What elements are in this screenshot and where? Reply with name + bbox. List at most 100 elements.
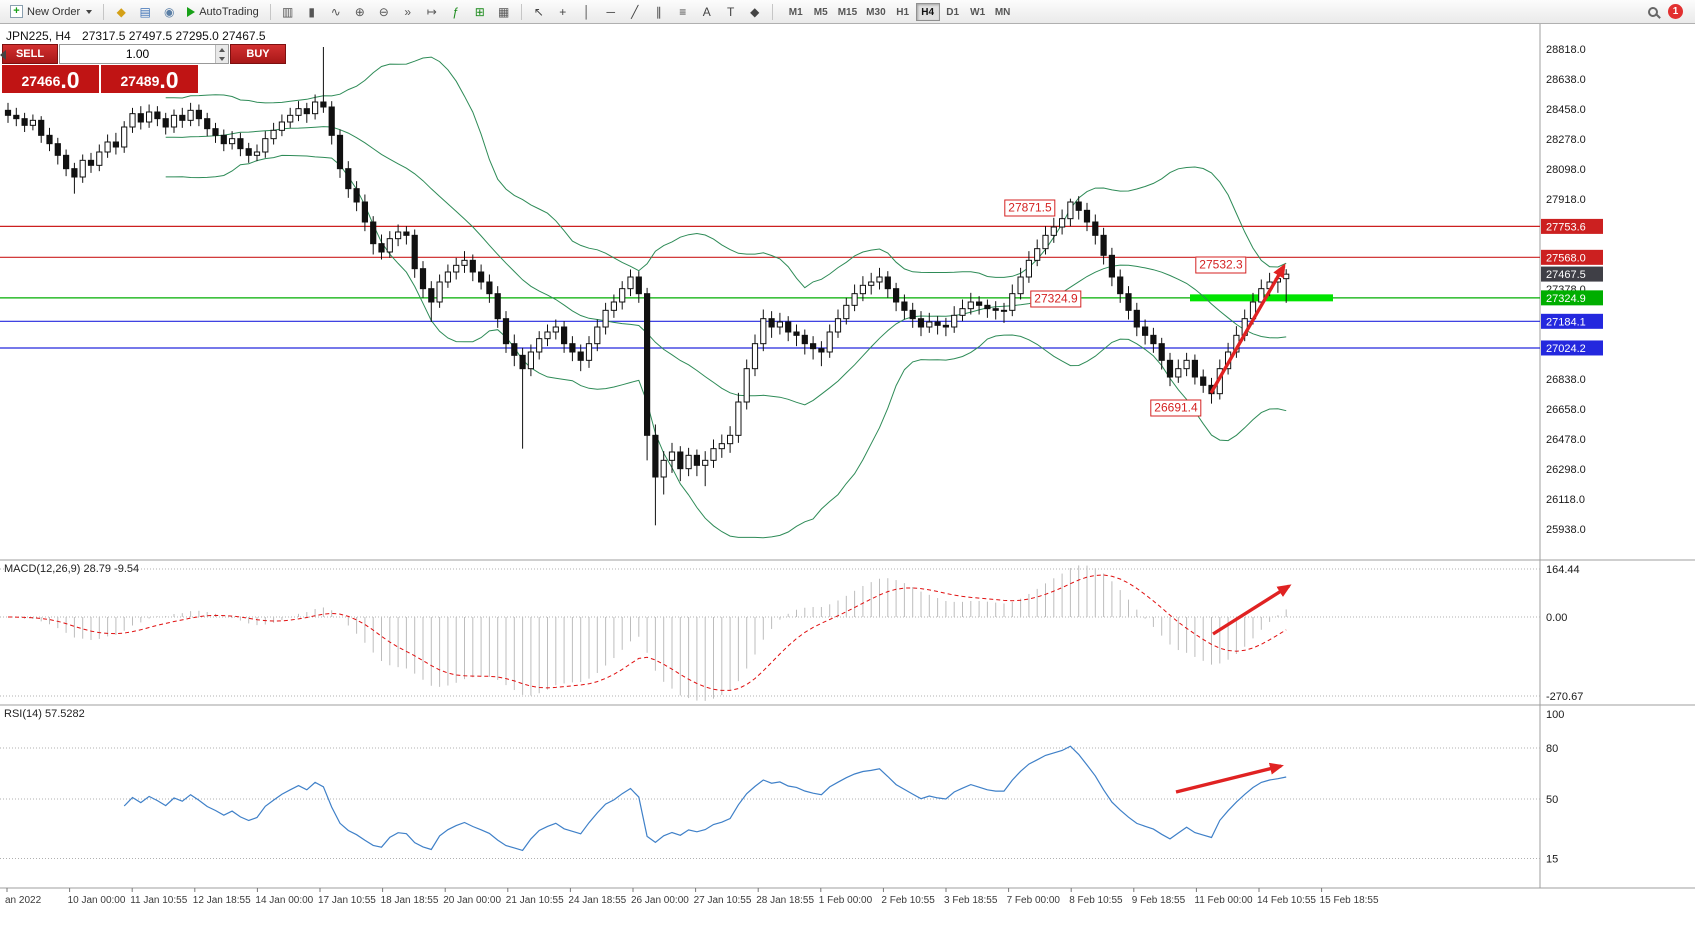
macd-label: MACD(12,26,9) 28.79 -9.54 [4, 563, 140, 575]
chart-shift-icon[interactable]: ↦ [426, 4, 437, 19]
horizontal-level-lines[interactable] [0, 225, 1540, 349]
search-icon[interactable] [1648, 6, 1658, 17]
svg-text:28278.0: 28278.0 [1546, 134, 1586, 146]
svg-text:24 Jan 18:55: 24 Jan 18:55 [568, 895, 626, 906]
volume-down-button[interactable] [216, 54, 228, 63]
buy-button[interactable]: BUY [230, 44, 286, 64]
grid-icon[interactable]: ⊞ [474, 4, 485, 19]
svg-text:8 Feb 10:55: 8 Feb 10:55 [1069, 895, 1123, 906]
svg-text:26298.0: 26298.0 [1546, 464, 1586, 476]
chart-canvas[interactable]: 28818.0 28638.0 28458.0 28278.0 28098.0 27918… [0, 24, 1695, 941]
svg-text:80: 80 [1546, 743, 1558, 755]
svg-text:14 Feb 10:55: 14 Feb 10:55 [1257, 895, 1316, 906]
line-tool-icons: ↖ + │ ─ ╱ ∥ ≡ A T ◆ [527, 2, 767, 21]
svg-text:14 Jan 00:00: 14 Jan 00:00 [255, 895, 313, 906]
timeframe-d1-button[interactable]: D1 [946, 6, 960, 18]
timeframe-h4-button[interactable]: H4 [915, 2, 940, 21]
buy-price-main: 27489 [120, 73, 160, 89]
auto-scroll-icon[interactable]: » [404, 4, 412, 19]
svg-text:10 Jan 00:00: 10 Jan 00:00 [68, 895, 126, 906]
timeframe-m5-button[interactable]: M5 [813, 6, 828, 18]
price-axis: 28818.0 28638.0 28458.0 28278.0 28098.0 27918… [1546, 44, 1586, 866]
price-annotation[interactable]: 27871.5 [1004, 199, 1056, 217]
autotrading-label: AutoTrading [199, 5, 259, 18]
cursor-icon[interactable]: ↖ [533, 4, 544, 19]
timeframe-mn-button[interactable]: MN [994, 6, 1011, 18]
buy-price-pips: .0 [159, 67, 179, 93]
timeframe-m30-button[interactable]: M30 [866, 6, 886, 18]
toolbar-separator [771, 3, 773, 20]
svg-text:12 Jan 18:55: 12 Jan 18:55 [193, 895, 251, 906]
svg-text:27 Jan 10:55: 27 Jan 10:55 [694, 895, 752, 906]
options-icon[interactable]: ◉ [163, 4, 175, 19]
candlestick-chart-icon[interactable]: ▮ [308, 4, 316, 19]
time-axis: an 2022 10 Jan 00:00 11 Jan 10:55 12 Jan 18… [5, 888, 1379, 906]
svg-text:21 Jan 10:55: 21 Jan 10:55 [506, 895, 564, 906]
autotrading-button[interactable]: AutoTrading [181, 2, 265, 22]
strategy-tester-icon[interactable]: ▤ [139, 4, 151, 19]
sell-price-main: 27466 [21, 73, 61, 89]
svg-text:27184.1: 27184.1 [1546, 316, 1586, 328]
timeframe-h1-button[interactable]: H1 [896, 6, 910, 18]
bar-chart-icon[interactable]: ▥ [282, 4, 294, 19]
new-order-button[interactable]: + New Order [4, 2, 98, 22]
timeframe-m1-button[interactable]: M1 [788, 6, 803, 18]
chart-ohlc: 27317.5 27497.5 27295.0 27467.5 [82, 29, 266, 43]
price-annotation[interactable]: 27324.9 [1030, 290, 1082, 308]
svg-text:26478.0: 26478.0 [1546, 434, 1586, 446]
sell-button[interactable]: SELL [2, 44, 58, 64]
notification-badge[interactable]: 1 [1668, 4, 1683, 19]
svg-text:15 Feb 18:55: 15 Feb 18:55 [1320, 895, 1379, 906]
horizontal-line-icon[interactable]: ─ [606, 4, 615, 19]
svg-text:an 2022: an 2022 [5, 895, 42, 906]
equidistant-channel-icon[interactable]: ∥ [655, 4, 662, 19]
toolbar-separator [103, 3, 105, 20]
rsi-line [123, 745, 1287, 852]
tile-windows-icon[interactable]: ▦ [498, 4, 510, 19]
fibonacci-icon[interactable]: ≡ [679, 4, 687, 19]
price-annotation[interactable]: 27532.3 [1195, 256, 1247, 274]
svg-text:7 Feb 00:00: 7 Feb 00:00 [1007, 895, 1061, 906]
pane-separators [0, 24, 1695, 889]
text-icon[interactable]: A [702, 4, 711, 19]
trade-panel-prices: 27466 .0 27489 .0 [2, 65, 198, 93]
toolbar-right: 1 [1648, 4, 1691, 19]
buy-price[interactable]: 27489 .0 [101, 65, 198, 93]
trendline-icon[interactable]: ╱ [631, 4, 639, 19]
toolbar-separator [269, 3, 271, 20]
volume-input[interactable] [60, 45, 215, 63]
price-annotation[interactable]: 26691.4 [1150, 399, 1202, 417]
vertical-line-icon[interactable]: │ [582, 4, 591, 19]
one-click-trading-panel: SELL BUY 27466 .0 27489 .0 [2, 44, 286, 93]
svg-text:28 Jan 18:55: 28 Jan 18:55 [756, 895, 814, 906]
zoom-in-icon[interactable]: ⊕ [354, 4, 365, 19]
svg-text:18 Jan 18:55: 18 Jan 18:55 [381, 895, 439, 906]
rsi-grid [0, 747, 1540, 859]
timeframe-m15-button[interactable]: M15 [837, 6, 858, 18]
candlestick-series [4, 47, 1290, 526]
macd-histogram [15, 565, 1287, 701]
indicators-icon[interactable]: ƒ [452, 4, 460, 19]
zoom-out-icon[interactable]: ⊖ [378, 4, 389, 19]
sell-price[interactable]: 27466 .0 [2, 65, 99, 93]
svg-text:20 Jan 00:00: 20 Jan 00:00 [443, 895, 501, 906]
macd-signal-line [7, 574, 1287, 691]
text-label-icon[interactable]: T [727, 4, 735, 19]
svg-text:27324.9: 27324.9 [1546, 293, 1586, 305]
svg-text:11 Feb 00:00: 11 Feb 00:00 [1194, 895, 1253, 906]
crosshair-icon[interactable]: + [559, 4, 567, 19]
line-chart-icon[interactable]: ∿ [330, 4, 341, 19]
svg-text:27753.6: 27753.6 [1546, 221, 1586, 233]
volume-up-button[interactable] [216, 45, 228, 54]
metaeditor-icon[interactable]: ◆ [116, 4, 126, 19]
svg-text:-270.67: -270.67 [1546, 691, 1583, 703]
svg-text:28638.0: 28638.0 [1546, 74, 1586, 86]
svg-text:27467.5: 27467.5 [1546, 269, 1586, 281]
trend-arrows[interactable] [1175, 263, 1292, 794]
chart-tool-icons: ▥ ▮ ∿ ⊕ ⊖ » ↦ ƒ ⊞ ▦ [276, 2, 516, 21]
svg-text:27918.0: 27918.0 [1546, 194, 1586, 206]
timeframe-w1-button[interactable]: W1 [970, 6, 986, 18]
new-order-label: New Order [27, 5, 81, 18]
trade-panel-collapse-button[interactable] [0, 50, 6, 60]
shapes-icon[interactable]: ◆ [750, 4, 760, 19]
